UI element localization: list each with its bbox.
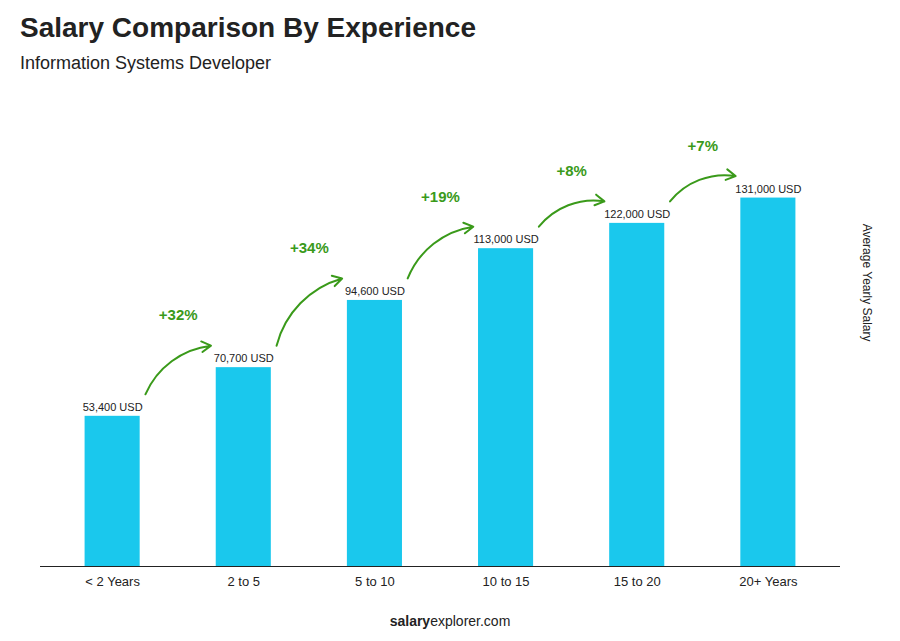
svg-text:53,400 USD: 53,400 USD [83,401,143,413]
html-text:Salary Comparison By Experienc: Salary Comparison By Experience [20,12,476,43]
svg-text:5 to 10: 5 to 10 [355,574,395,589]
svg-text:70,700 USD: 70,700 USD [214,352,274,364]
svg-text:+7%: +7% [688,137,718,154]
svg-text:2 to 5: 2 to 5 [228,574,261,589]
html-text:salary explorer.com: salary explorer.com [389,613,511,629]
svg-text:94,600 USD: 94,600 USD [345,285,405,297]
svg-text:+32%: +32% [159,306,198,323]
svg-text:10 to 15: 10 to 15 [483,574,530,589]
svg-text:122,000 USD: 122,000 USD [604,208,670,220]
svg-text:+8%: +8% [556,162,586,179]
svg-text:113,000 USD: 113,000 USD [473,233,538,245]
svg-text:15 to 20: 15 to 20 [614,574,661,589]
svg-text:20+ Years: 20+ Years [739,574,798,589]
svg-text:131,000 USD: 131,000 USD [735,183,801,195]
svg-text:+34%: +34% [290,239,329,256]
svg-text:+19%: +19% [421,187,460,204]
html-text:Information Systems Developer: Information Systems Developer [20,53,272,73]
svg-text:< 2 Years: < 2 Years [85,574,140,589]
svg-text:Average Yearly Salary: Average Yearly Salary [860,224,874,342]
